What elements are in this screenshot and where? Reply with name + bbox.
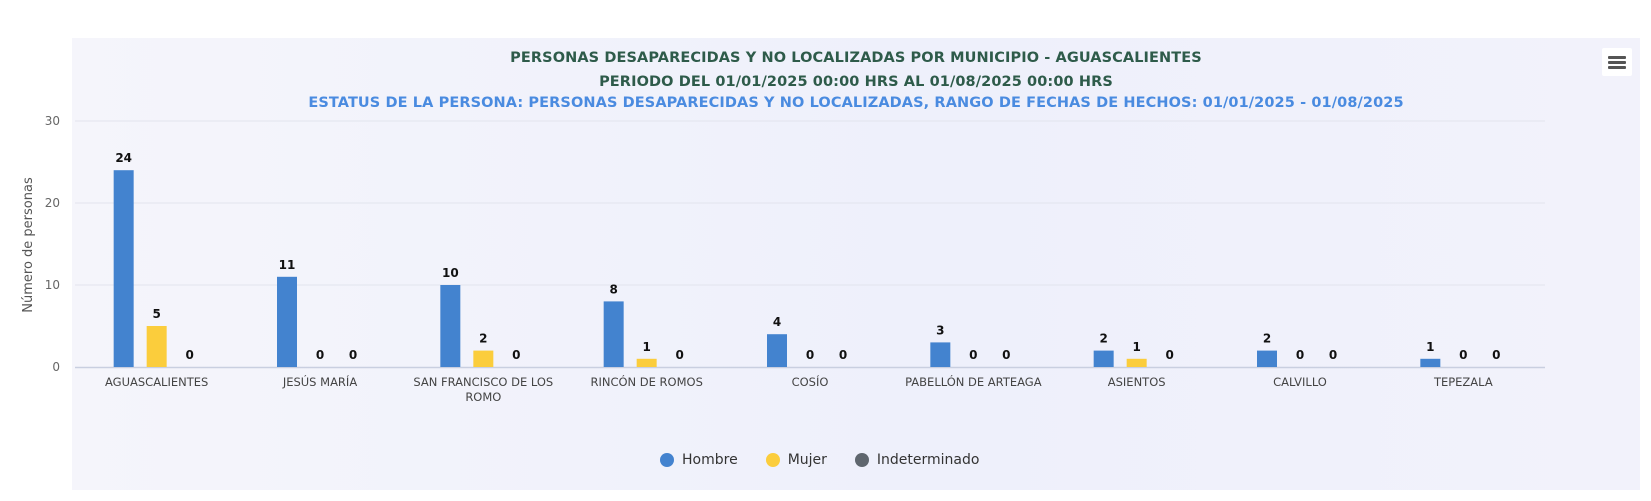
legend-dot-icon <box>660 453 674 467</box>
x-tick-label: JESÚS MARÍA <box>282 374 358 389</box>
data-label: 3 <box>936 323 944 337</box>
bar-mujer <box>473 350 494 367</box>
y-tick-label: 20 <box>45 196 60 210</box>
data-label: 0 <box>1002 348 1010 362</box>
legend-label: Hombre <box>682 452 738 468</box>
x-tick-label: ASIENTOS <box>1108 375 1166 389</box>
bar-hombre <box>930 342 951 367</box>
legend-label: Indeterminado <box>876 452 980 468</box>
bar-mujer <box>636 358 657 367</box>
data-label: 24 <box>115 151 132 165</box>
data-label: 0 <box>185 348 193 362</box>
x-tick-label: COSÍO <box>792 374 829 389</box>
menu-bar-icon <box>1608 56 1626 59</box>
bar-hombre <box>603 301 624 367</box>
chart-panel: PERSONAS DESAPARECIDAS Y NO LOCALIZADAS … <box>72 38 1640 490</box>
chart-title: PERSONAS DESAPARECIDAS Y NO LOCALIZADAS … <box>510 50 1202 66</box>
menu-bar-icon <box>1608 61 1626 64</box>
hamburger-menu-button[interactable] <box>1602 48 1632 76</box>
legend-label: Mujer <box>787 452 827 468</box>
data-label: 5 <box>152 307 160 321</box>
bar-mujer <box>1126 358 1147 367</box>
y-tick-label: 30 <box>45 114 60 128</box>
x-tick-label: ROMO <box>465 390 501 404</box>
x-tick-label: AGUASCALIENTES <box>105 375 208 389</box>
legend-item[interactable]: Indeterminado <box>854 452 980 468</box>
data-label: 2 <box>1099 332 1107 346</box>
chart-subtitle: PERIODO DEL 01/01/2025 00:00 HRS AL 01/0… <box>599 74 1113 90</box>
legend-item[interactable]: Hombre <box>660 452 738 468</box>
bar-hombre <box>1257 350 1277 367</box>
x-tick-label: SAN FRANCISCO DE LOS <box>413 375 553 389</box>
data-label: 0 <box>1459 348 1467 362</box>
data-label: 0 <box>806 348 814 362</box>
data-label: 0 <box>969 348 977 362</box>
data-label: 1 <box>1132 340 1140 354</box>
menu-bar-icon <box>1608 66 1626 69</box>
y-axis-label: Número de personas <box>21 177 36 313</box>
data-label: 2 <box>479 332 487 346</box>
chart-status-line: ESTATUS DE LA PERSONA: PERSONAS DESAPARE… <box>308 95 1404 111</box>
data-label: 11 <box>279 258 296 272</box>
legend-dot-icon <box>854 453 869 467</box>
data-label: 0 <box>1329 348 1337 362</box>
legend-dot-icon <box>765 453 780 467</box>
y-tick-label: 0 <box>52 360 60 374</box>
data-label: 4 <box>773 315 781 329</box>
x-tick-label: PABELLÓN DE ARTEAGA <box>905 374 1042 389</box>
bar-hombre <box>113 170 134 367</box>
data-label: 0 <box>675 348 683 362</box>
data-label: 0 <box>349 348 357 362</box>
data-label: 0 <box>1492 348 1500 362</box>
data-label: 10 <box>442 266 459 280</box>
chart-legend: Hombre Mujer Indeterminado <box>660 452 979 468</box>
data-label: 1 <box>1426 340 1434 354</box>
data-label: 0 <box>1165 348 1173 362</box>
bar-hombre <box>1420 358 1441 367</box>
bar-mujer <box>146 326 167 367</box>
data-label: 0 <box>316 348 324 362</box>
data-label: 0 <box>1296 348 1304 362</box>
y-tick-label: 10 <box>45 278 60 292</box>
bar-hombre <box>277 276 297 367</box>
data-label: 8 <box>609 282 617 296</box>
bar-hombre <box>1093 350 1114 367</box>
bar-hombre <box>767 334 787 367</box>
x-tick-label: CALVILLO <box>1273 375 1327 389</box>
data-label: 2 <box>1263 332 1271 346</box>
bar-hombre <box>440 285 461 367</box>
x-tick-label: TEPEZALA <box>1433 375 1493 389</box>
data-label: 0 <box>839 348 847 362</box>
x-tick-label: RINCÓN DE ROMOS <box>590 374 702 389</box>
legend-item[interactable]: Mujer <box>765 452 827 468</box>
data-label: 0 <box>512 348 520 362</box>
data-label: 1 <box>642 340 650 354</box>
